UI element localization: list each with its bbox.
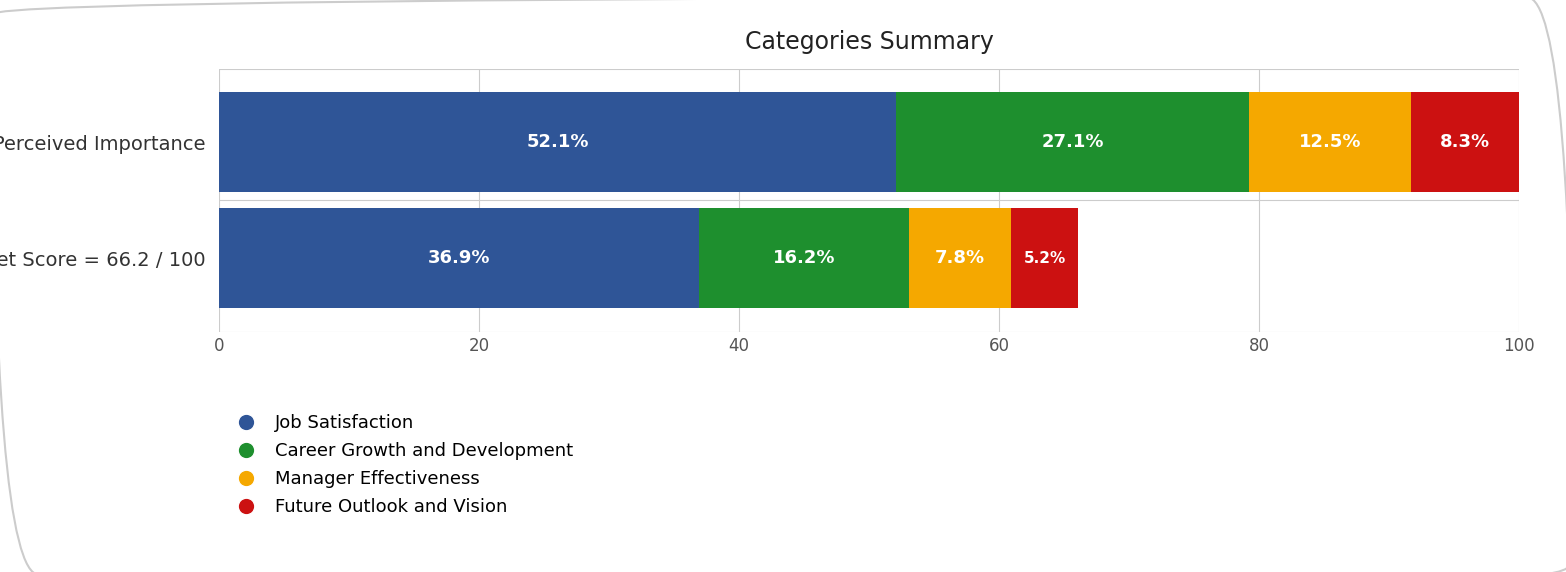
Text: 52.1%: 52.1% — [526, 133, 589, 152]
Legend: Job Satisfaction, Career Growth and Development, Manager Effectiveness, Future O: Job Satisfaction, Career Growth and Deve… — [229, 415, 573, 517]
Bar — [896, 92, 1248, 192]
Text: 8.3%: 8.3% — [1441, 133, 1491, 152]
Bar — [1010, 208, 1079, 308]
Bar — [1248, 92, 1411, 192]
Text: 5.2%: 5.2% — [1024, 251, 1066, 265]
Bar — [910, 208, 1010, 308]
Text: 7.8%: 7.8% — [935, 249, 985, 267]
Text: 12.5%: 12.5% — [1298, 133, 1361, 152]
Title: Categories Summary: Categories Summary — [745, 30, 993, 54]
Bar — [698, 208, 910, 308]
Bar — [1411, 92, 1519, 192]
Text: 16.2%: 16.2% — [774, 249, 835, 267]
Bar — [219, 92, 896, 192]
Text: 27.1%: 27.1% — [1041, 133, 1104, 152]
Text: 36.9%: 36.9% — [428, 249, 490, 267]
Bar — [219, 208, 698, 308]
